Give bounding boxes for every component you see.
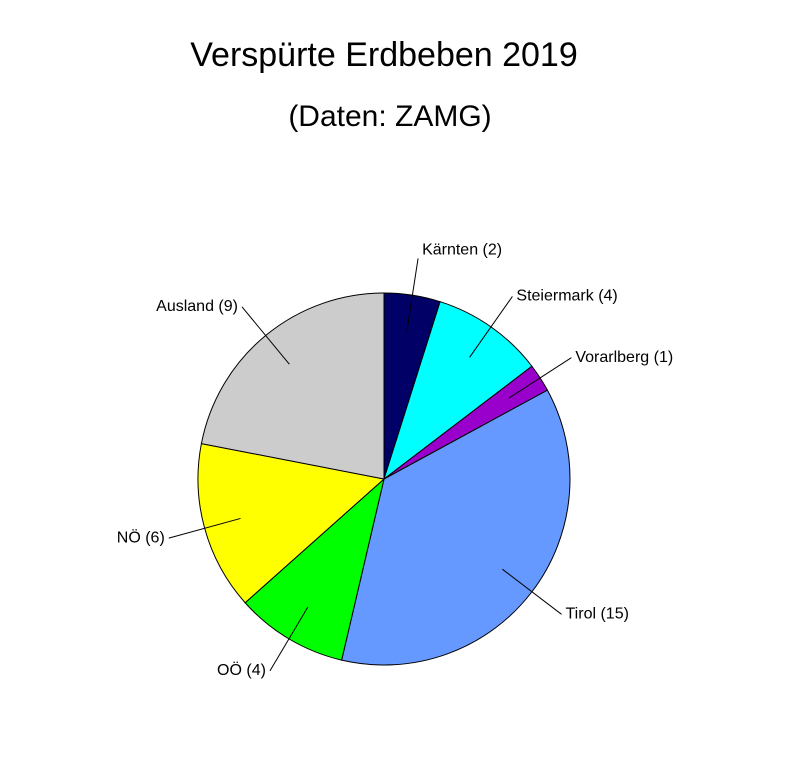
leader-line-ausland	[241, 306, 290, 365]
slice-label-ooe: OÖ (4)	[217, 661, 266, 679]
leader-line-steiermark	[469, 296, 513, 358]
leader-line-ooe	[269, 606, 309, 672]
leader-line-vorarlberg	[508, 357, 572, 399]
slice-label-noe: NÖ (6)	[117, 528, 165, 546]
slice-label-steiermark: Steiermark (4)	[516, 288, 617, 305]
slice-label-tirol: Tirol (15)	[566, 606, 629, 623]
slice-label-kaernten: Kärnten (2)	[422, 241, 502, 258]
slice-label-ausland: Ausland (9)	[156, 298, 238, 315]
leader-line-tirol	[502, 568, 562, 615]
chart-title: Verspürte Erdbeben 2019	[190, 36, 578, 74]
leader-line-noe	[168, 517, 241, 539]
leader-line-kaernten	[406, 258, 419, 333]
chart-subtitle: (Daten: ZAMG)	[288, 100, 492, 133]
slice-label-vorarlberg: Vorarlberg (1)	[575, 349, 673, 366]
